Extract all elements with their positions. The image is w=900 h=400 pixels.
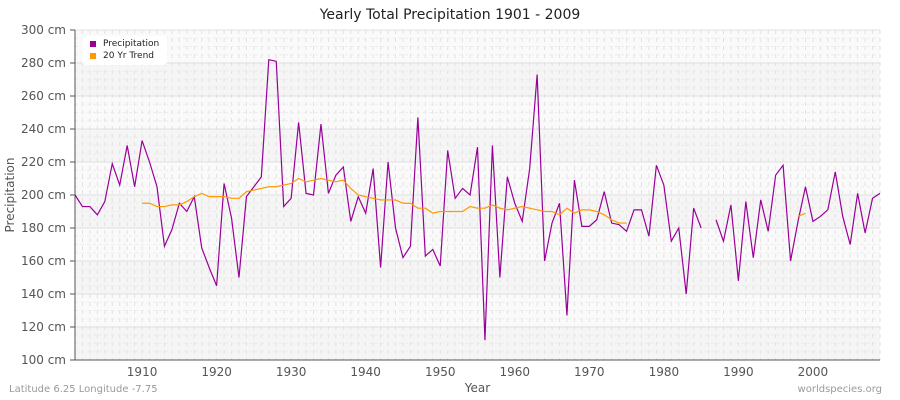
y-tick-label: 120 cm: [21, 320, 66, 334]
precipitation-line: [715, 163, 881, 281]
trend-line: [142, 177, 627, 224]
x-tick-label: 1930: [276, 365, 307, 379]
y-tick-label: 300 cm: [21, 23, 66, 37]
y-tick-label: 100 cm: [21, 353, 66, 367]
y-tick-label: 200 cm: [21, 188, 66, 202]
precipitation-line: [74, 58, 702, 341]
y-tick-label: 260 cm: [21, 89, 66, 103]
trend-line: [797, 212, 806, 217]
x-tick-label: 2000: [798, 365, 829, 379]
x-tick-label: 1910: [127, 365, 158, 379]
x-tick-label: 1950: [425, 365, 456, 379]
x-tick-label: 1940: [350, 365, 381, 379]
legend-label: Precipitation: [103, 39, 160, 49]
location-label: Latitude 6.25 Longitude -7.75: [9, 384, 158, 395]
legend: Precipitation 20 Yr Trend: [82, 36, 168, 65]
y-tick-label: 220 cm: [21, 155, 66, 169]
legend-item-precipitation: Precipitation: [90, 38, 159, 50]
legend-item-trend: 20 Yr Trend: [90, 50, 159, 62]
y-tick-label: 160 cm: [21, 254, 66, 268]
x-tick-label: 1960: [499, 365, 530, 379]
legend-label: 20 Yr Trend: [103, 51, 155, 61]
chart-title: Yearly Total Precipitation 1901 - 2009: [319, 7, 581, 23]
precipitation-swatch: [90, 41, 96, 47]
y-tick-label: 140 cm: [21, 287, 66, 301]
x-tick-label: 1920: [201, 365, 232, 379]
y-tick-label: 280 cm: [21, 56, 66, 70]
trend-swatch: [90, 53, 96, 59]
x-axis-title: Year: [464, 381, 490, 395]
x-tick-label: 1980: [649, 365, 680, 379]
x-tick-label: 1970: [574, 365, 605, 379]
y-axis-title: Precipitation: [3, 157, 17, 232]
source-label: worldspecies.org: [797, 384, 882, 395]
x-tick-label: 1990: [723, 365, 754, 379]
y-tick-label: 180 cm: [21, 221, 66, 235]
y-tick-label: 240 cm: [21, 122, 66, 136]
